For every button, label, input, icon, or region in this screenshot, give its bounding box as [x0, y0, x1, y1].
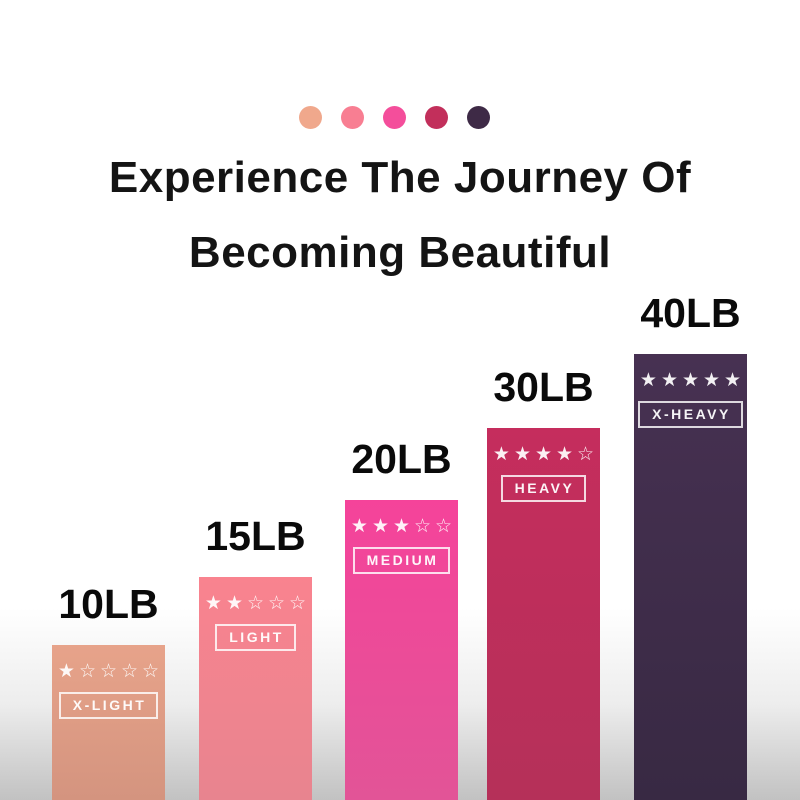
resistance-badge: MEDIUM: [352, 547, 451, 574]
weight-label: 40LB: [640, 290, 741, 336]
palette-dot-5: [466, 106, 490, 129]
band-bar: ★★☆☆☆ LIGHT: [199, 577, 312, 800]
band-column-light: 15LB ★★☆☆☆ LIGHT: [199, 513, 312, 800]
star-rating: ★★☆☆☆: [204, 592, 311, 614]
weight-label: 30LB: [493, 364, 594, 410]
star-rating: ★★★☆☆: [350, 515, 457, 537]
band-column-medium: 20LB ★★★☆☆ MEDIUM: [345, 436, 458, 800]
star-rating: ★★★★☆: [492, 443, 599, 465]
resistance-badge: X-LIGHT: [58, 692, 159, 719]
palette-dot-4: [424, 106, 448, 129]
headline: Experience The Journey Of Becoming Beaut…: [0, 140, 800, 290]
band-bar: ★★★★☆ HEAVY: [487, 428, 600, 800]
band-column-x-heavy: 40LB ★★★★★ X-HEAVY: [634, 290, 747, 800]
band-bar: ★★★★★ X-HEAVY: [634, 354, 747, 800]
resistance-badge: LIGHT: [215, 624, 296, 651]
resistance-badge: HEAVY: [500, 475, 587, 502]
weight-label: 10LB: [58, 581, 159, 627]
weight-label: 15LB: [205, 513, 306, 559]
star-rating: ★★★★★: [639, 369, 746, 391]
palette-dot-2: [340, 106, 364, 129]
band-column-heavy: 30LB ★★★★☆ HEAVY: [487, 364, 600, 800]
palette-dot-1: [298, 106, 322, 129]
palette-dot-3: [382, 106, 406, 129]
band-bar: ★☆☆☆☆ X-LIGHT: [52, 645, 165, 800]
headline-line-2: Becoming Beautiful: [188, 228, 612, 277]
band-column-x-light: 10LB ★☆☆☆☆ X-LIGHT: [52, 581, 165, 800]
star-rating: ★☆☆☆☆: [57, 660, 164, 682]
palette-dots: [0, 106, 794, 129]
headline-line-1: Experience The Journey Of: [108, 153, 692, 202]
weight-label: 20LB: [351, 436, 452, 482]
resistance-badge: X-HEAVY: [638, 401, 743, 428]
band-bar: ★★★☆☆ MEDIUM: [345, 500, 458, 800]
